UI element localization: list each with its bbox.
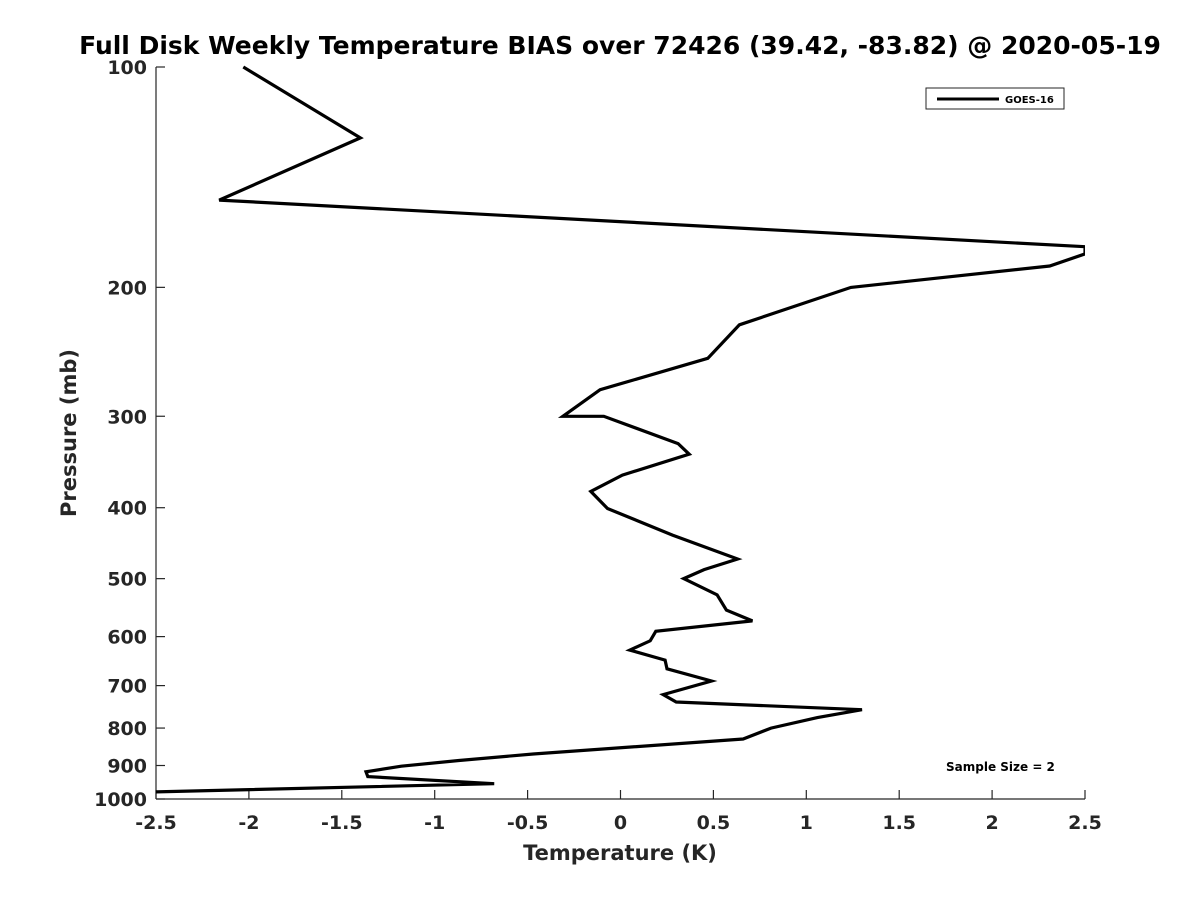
- y-tick-label: 900: [107, 756, 147, 778]
- y-tick-label: 300: [107, 406, 147, 428]
- x-tick-label: -2.5: [135, 812, 177, 834]
- y-tick-label: 600: [107, 627, 147, 649]
- y-axis-label: Pressure (mb): [57, 349, 81, 517]
- x-tick-label: -0.5: [507, 812, 549, 834]
- plot-area: [156, 67, 1085, 799]
- y-tick-label: 800: [107, 718, 147, 740]
- x-tick-label: -2: [238, 812, 259, 834]
- x-tick-label: 1.5: [882, 812, 916, 834]
- y-tick-label: 1000: [94, 789, 147, 811]
- chart-title: Full Disk Weekly Temperature BIAS over 7…: [79, 31, 1161, 60]
- x-tick-label: 1: [800, 812, 813, 834]
- series-line-goes-16: [156, 65, 1085, 794]
- sample-size-annotation: Sample Size = 2: [946, 760, 1055, 774]
- y-tick-label: 400: [107, 498, 147, 520]
- legend-label: GOES-16: [1005, 95, 1054, 106]
- legend: GOES-16: [925, 87, 1065, 110]
- y-tick-label: 100: [107, 57, 147, 79]
- x-tick-label: 0.5: [697, 812, 731, 834]
- y-ticks: 100 200 300 400 500 600 700 800 900 1000: [94, 57, 165, 811]
- x-tick-label: -1: [424, 812, 445, 834]
- y-tick-label: 500: [107, 569, 147, 591]
- x-ticks: -2.5 -2 -1.5 -1 -0.5 0 0.5 1 1.5 2 2.5: [135, 790, 1102, 834]
- y-tick-label: 200: [107, 277, 147, 299]
- x-tick-label: 0: [614, 812, 627, 834]
- y-tick-label: 700: [107, 676, 147, 698]
- x-axis-label: Temperature (K): [523, 841, 717, 865]
- x-tick-label: -1.5: [321, 812, 363, 834]
- x-tick-label: 2.5: [1068, 812, 1102, 834]
- x-tick-label: 2: [985, 812, 998, 834]
- series-layer: [156, 65, 1085, 794]
